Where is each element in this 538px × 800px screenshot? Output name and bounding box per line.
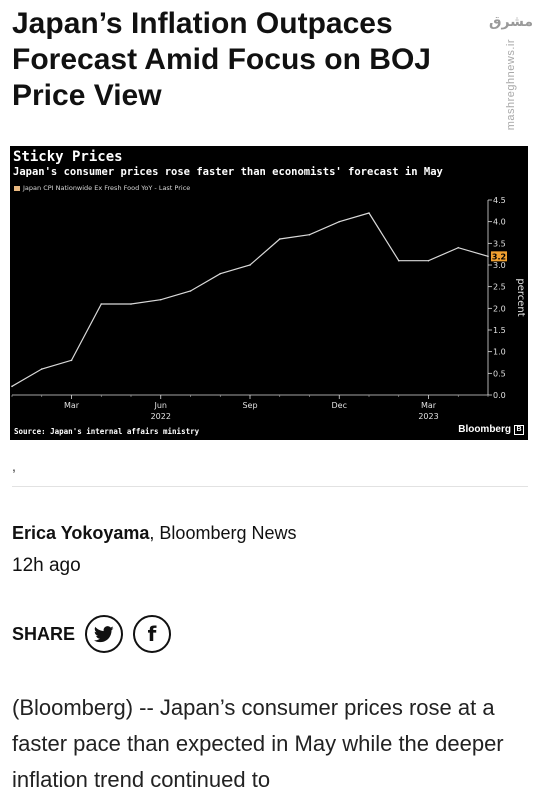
data-point [487,255,489,258]
y-tick-label: 1.0 [493,348,506,357]
divider [12,486,528,487]
data-point [278,238,281,240]
chart-source: Source: Japan's internal affairs ministr… [14,427,200,436]
article-body: (Bloomberg) -- Japan’s consumer prices r… [12,695,504,792]
chart-title: Sticky Prices [13,149,123,165]
chart: 0.0 0.5 1.0 1.5 2.0 2.5 3.0 3.5 4.0 4.5 Mar Jun Sep D… [10,146,528,440]
y-tick-label: 0.5 [493,369,506,378]
outlet-name: , Bloomberg News [149,523,297,543]
x-tick-label: Sep [242,401,257,410]
chart-legend: Japan CPI Nationwide Ex Fresh Food YoY -… [14,184,190,192]
author-name[interactable]: Erica Yokoyama [12,523,150,543]
chart-brand: Bloomberg B [458,424,524,435]
data-point [219,272,222,275]
data-point [40,368,43,370]
data-point [159,298,162,301]
y-tick-label: 4.0 [493,218,506,227]
y-tick-label: 1.5 [493,326,506,335]
y-tick-label: 0.0 [493,391,506,400]
x-tick-label: Mar [64,401,80,410]
data-point [70,359,73,362]
x-tick-label: Dec [332,401,347,410]
legend-swatch [14,185,20,191]
share-bar: SHARE f [12,614,181,654]
timestamp: 12h ago [12,555,81,576]
y-tick-label: 4.5 [493,196,506,205]
watermark-url: mashreghnews.ir [505,38,517,130]
headline: Japan’s Inflation Outpaces Forecast Amid… [12,7,431,112]
last-value-badge [491,251,507,262]
data-point [457,246,460,249]
data-point [249,264,251,266]
x-year-label: 2023 [418,412,438,421]
data-point [130,303,132,305]
watermark-logo: مشرق [488,14,534,31]
chart-canvas: 0.0 0.5 1.0 1.5 2.0 2.5 3.0 3.5 4.0 4.5 Mar Jun Sep D… [11,196,526,421]
x-tick-label: Jun [154,401,168,410]
data-point [100,303,103,305]
legend-label: Japan CPI Nationwide Ex Fresh Food YoY -… [23,184,191,192]
data-point [308,233,311,236]
data-point [397,259,400,262]
y-tick-label: 3.5 [493,239,506,248]
byline: Erica Yokoyama, Bloomberg News [12,522,296,544]
data-point [338,220,341,223]
watermark: مشرق mashreghnews.ir [488,10,534,130]
y-tick-label: 3.0 [493,261,506,270]
brand-label: Bloomberg [458,424,511,435]
last-value-label: 3.2 [492,252,506,261]
twitter-share-button[interactable] [85,615,124,653]
series-line [11,212,489,387]
chart-caption: , [12,458,16,474]
bloomberg-logo-icon: B [514,424,524,435]
x-year-label: 2022 [151,412,171,421]
x-tick-label: Mar [421,401,437,410]
data-point [427,259,430,262]
data-point [11,385,13,388]
facebook-icon: f [147,622,157,646]
data-point [189,290,192,292]
facebook-share-button[interactable]: f [133,615,172,653]
y-tick-label: 2.0 [493,304,506,313]
data-point [368,212,370,214]
y-tick-label: 2.5 [493,283,506,292]
twitter-icon [94,625,114,642]
y-axis-title: percent [515,278,526,316]
share-label: SHARE [12,623,76,644]
chart-subtitle: Japan's consumer prices rose faster than… [13,166,443,178]
